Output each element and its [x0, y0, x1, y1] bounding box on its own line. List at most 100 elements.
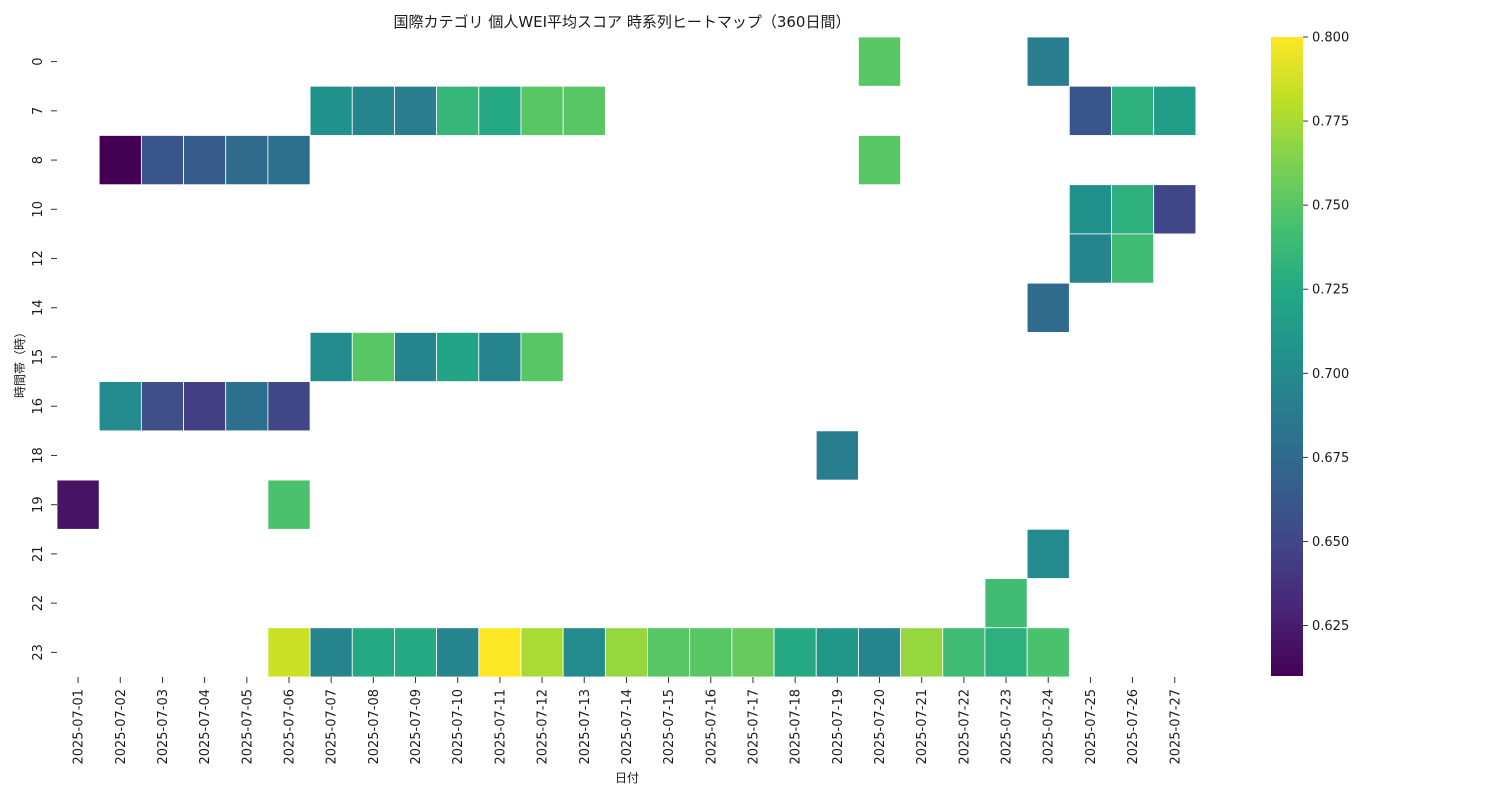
y-tick-label: 7 [31, 107, 46, 115]
heatmap-cell [394, 85, 438, 136]
y-tick-label: 23 [31, 644, 46, 661]
heatmap-cell [436, 85, 480, 136]
heatmap-cell [1068, 233, 1112, 284]
x-tick-label: 2025-07-21 [915, 689, 930, 765]
heatmap-cell [858, 36, 901, 87]
x-tick-label: 2025-07-19 [831, 689, 846, 765]
heatmap-cell [225, 135, 269, 186]
heatmap-cell [478, 331, 522, 383]
x-tick-label: 2025-07-25 [1084, 689, 1099, 765]
x-tick-label: 2025-07-03 [156, 689, 171, 765]
colorbar: 0.625 0.650 0.675 0.700 0.725 0.750 0.775 0.800 [1271, 31, 1349, 676]
heatmap-cell [98, 135, 142, 186]
heatmap-cell [351, 331, 395, 383]
heatmap-cell [309, 331, 353, 383]
y-tick-label: 16 [31, 398, 46, 415]
x-tick-label: 2025-07-27 [1168, 689, 1183, 765]
x-tick-label: 2025-07-01 [72, 689, 87, 765]
heatmap-cell [1068, 184, 1112, 235]
heatmap-cell [984, 578, 1028, 629]
heatmap-cell [478, 85, 522, 136]
heatmap-cell [1111, 85, 1155, 136]
heatmap-cell [942, 627, 986, 678]
x-tick-label: 2025-07-10 [451, 689, 466, 765]
heatmap-cell [1068, 85, 1112, 136]
y-tick-label: 22 [31, 595, 46, 612]
heatmap-cell [267, 627, 311, 678]
heatmap-cell [562, 85, 606, 136]
x-tick-label: 2025-07-02 [114, 689, 129, 765]
colorbar-gradient [1271, 37, 1303, 676]
x-tick-label: 2025-07-20 [873, 689, 888, 765]
heatmap-cell [1026, 36, 1070, 87]
heatmap-cell [394, 627, 438, 678]
x-tick-label: 2025-07-22 [957, 689, 972, 765]
colorbar-tick-label: 0.650 [1312, 535, 1349, 550]
heatmap-cells [56, 36, 1197, 678]
y-tick-label: 15 [31, 349, 46, 366]
colorbar-tick-label: 0.625 [1312, 619, 1349, 634]
heatmap-cell [1153, 184, 1197, 235]
x-tick-label: 2025-07-23 [1000, 689, 1015, 765]
x-axis-label: 日付 [615, 771, 639, 785]
y-tick-label: 0 [31, 57, 46, 65]
x-tick-label: 2025-07-08 [367, 689, 382, 765]
y-tick-label: 12 [31, 250, 46, 267]
heatmap-cell [900, 627, 944, 678]
heatmap-cell [478, 627, 522, 678]
heatmap-cell [984, 627, 1028, 678]
x-tick-label: 2025-07-26 [1126, 689, 1141, 765]
x-tick-label: 2025-07-06 [282, 689, 297, 765]
heatmap-cell [351, 627, 395, 678]
heatmap-cell [267, 381, 311, 432]
x-tick-label: 2025-07-09 [409, 689, 424, 765]
heatmap-cell [309, 627, 353, 678]
x-tick-label: 2025-07-12 [536, 689, 551, 765]
x-tick-label: 2025-07-16 [704, 689, 719, 765]
heatmap-cell [436, 331, 480, 383]
x-tick-label: 2025-07-18 [789, 689, 804, 765]
heatmap-cell [183, 135, 227, 186]
heatmap-cell [1153, 85, 1197, 136]
y-axis-label: 時間帯（時） [13, 326, 27, 398]
x-tick-label: 2025-07-24 [1042, 689, 1057, 765]
heatmap-cell [267, 479, 311, 530]
heatmap-cell [267, 135, 311, 186]
x-axis: 2025-07-01 2025-07-02 2025-07-03 2025-07-04… [72, 676, 1183, 765]
y-tick-label: 14 [31, 299, 46, 316]
heatmap-cell [520, 331, 564, 383]
heatmap-cell [140, 135, 184, 186]
heatmap-cell [309, 85, 353, 136]
chart-title: 国際カテゴリ 個人WEI平均スコア 時系列ヒートマップ（360日間） [394, 13, 851, 31]
heatmap-cell [1111, 233, 1155, 284]
x-tick-label: 2025-07-13 [578, 689, 593, 765]
heatmap-cell [1026, 282, 1070, 333]
heatmap-cell [815, 430, 859, 481]
heatmap-cell [562, 627, 606, 678]
heatmap-cell [689, 627, 733, 678]
heatmap-cell [351, 85, 395, 136]
heatmap-cell [140, 381, 184, 432]
heatmap-cell [773, 627, 817, 678]
colorbar-tick-label: 0.700 [1312, 367, 1349, 382]
x-tick-label: 2025-07-17 [746, 689, 761, 765]
heatmap-cell [394, 331, 438, 383]
heatmap-cell [1026, 627, 1070, 678]
x-tick-label: 2025-07-11 [493, 689, 508, 765]
x-tick-label: 2025-07-04 [198, 689, 213, 765]
colorbar-tick-label: 0.750 [1312, 199, 1349, 214]
colorbar-tick-label: 0.800 [1312, 31, 1349, 46]
heatmap-cell [520, 85, 564, 136]
heatmap-cell [1026, 528, 1070, 579]
x-tick-label: 2025-07-07 [325, 689, 340, 765]
y-axis: 0 7 8 10 12 14 15 16 18 19 21 22 23 [31, 57, 57, 661]
heatmap-cell [815, 627, 859, 678]
heatmap-cell [604, 627, 648, 678]
heatmap-cell [183, 381, 227, 432]
heatmap-cell [436, 627, 480, 678]
y-tick-label: 19 [31, 496, 46, 513]
heatmap-cell [225, 381, 269, 432]
x-tick-label: 2025-07-15 [662, 689, 677, 765]
heatmap-cell [731, 627, 775, 678]
